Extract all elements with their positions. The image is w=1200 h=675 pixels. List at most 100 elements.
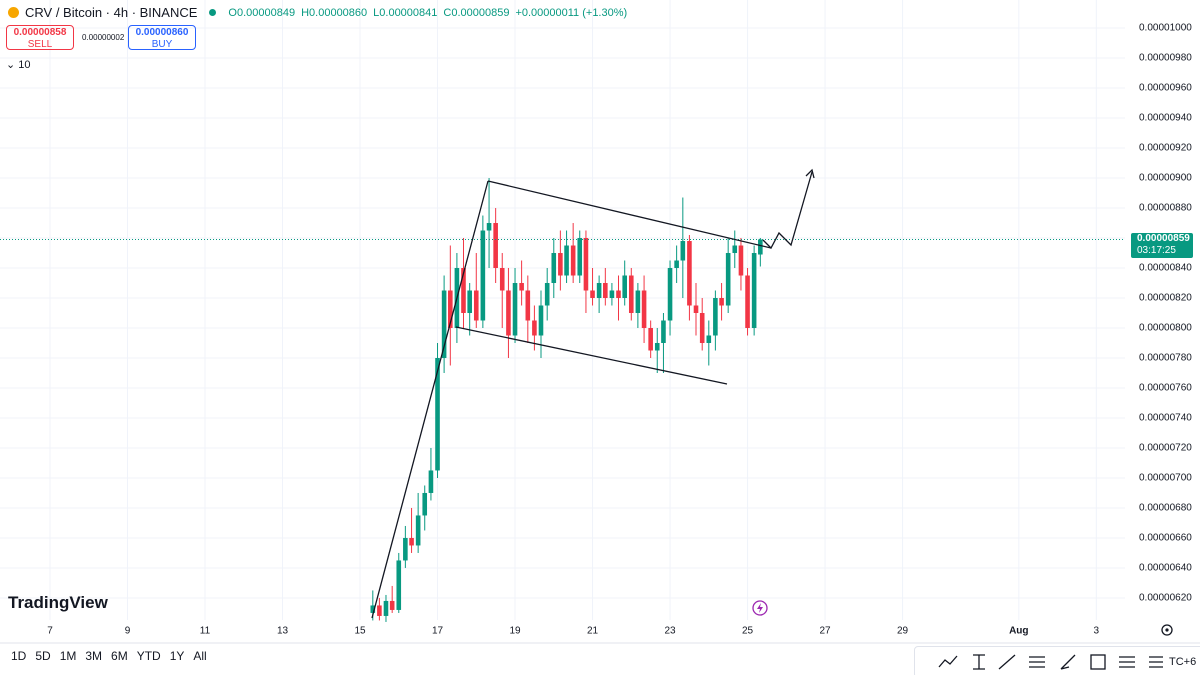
y-tick-label: 0.00000840 xyxy=(1139,263,1192,274)
candle-body xyxy=(538,305,544,336)
y-tick-label: 0.00000920 xyxy=(1139,143,1192,154)
timeframe-button[interactable]: 3M xyxy=(85,649,103,663)
candle-body xyxy=(648,327,653,351)
candle-body xyxy=(603,283,608,299)
candle-body xyxy=(499,268,505,291)
projection-arrowhead xyxy=(805,168,815,179)
tool-icon[interactable] xyxy=(1090,654,1106,670)
candle-body xyxy=(738,245,744,276)
buy-label: BUY xyxy=(151,39,173,50)
ohlc-open: O0.00000849 xyxy=(228,6,296,19)
tool-icons: TC+6 xyxy=(938,654,1196,670)
candle-body xyxy=(609,290,615,299)
candle-body xyxy=(396,560,402,610)
x-tick-label: 21 xyxy=(587,626,599,637)
indicator-value: 10 xyxy=(18,59,31,71)
candle-body xyxy=(680,241,686,261)
tool-icon[interactable] xyxy=(973,654,985,670)
timeframe-button[interactable]: All xyxy=(193,649,207,663)
sell-button[interactable]: 0.00000858 SELL xyxy=(6,25,74,50)
ohlc-high: H0.00000860 xyxy=(301,6,368,19)
timeframe-button[interactable]: 6M xyxy=(111,649,128,663)
candle-body xyxy=(616,290,621,299)
symbol-icon xyxy=(8,7,19,18)
timeframe-button[interactable]: 1Y xyxy=(169,649,185,663)
indicator-toggle[interactable]: ⌄ 10 xyxy=(6,59,31,71)
tool-icon[interactable] xyxy=(938,655,958,668)
ohlc-low: L0.00000841 xyxy=(373,6,438,19)
symbol: CRV / Bitcoin · 4h · BINANCE xyxy=(25,5,198,20)
tool-icon[interactable] xyxy=(1119,656,1135,668)
timeframe-button[interactable]: 1D xyxy=(11,649,27,663)
y-tick-label: 0.00000800 xyxy=(1139,323,1192,334)
tool-icon[interactable] xyxy=(1149,656,1163,668)
candle-body xyxy=(551,253,557,284)
candle-body xyxy=(725,253,731,306)
candle-body xyxy=(674,260,679,269)
candle-body xyxy=(687,241,692,306)
candle-body xyxy=(409,537,414,546)
timeframe-button[interactable]: YTD xyxy=(136,649,161,663)
drawing-tools: TC+6 xyxy=(914,646,1200,675)
x-tick-label: 27 xyxy=(819,626,831,637)
candle-body xyxy=(448,290,453,328)
x-tick-label: 3 xyxy=(1094,626,1100,637)
y-tick-label: 0.00000680 xyxy=(1139,503,1192,514)
candle-body xyxy=(564,245,569,276)
timezone: TC+6 xyxy=(1169,656,1196,668)
candle-body xyxy=(706,335,712,343)
candle-body xyxy=(654,342,660,351)
candle-body xyxy=(558,253,563,276)
settings-icon xyxy=(1161,624,1173,636)
price-tag: 0.00000859 03:17:25 xyxy=(1131,232,1193,258)
x-tick-label: Aug xyxy=(1009,626,1028,637)
candle-body xyxy=(622,275,627,299)
candle-body xyxy=(596,283,602,299)
spread: 0.00000002 xyxy=(82,33,125,42)
candle-body xyxy=(480,230,486,321)
timeframe-button[interactable]: 5D xyxy=(35,649,51,663)
flag-lower-line xyxy=(455,326,728,385)
tool-icon[interactable] xyxy=(1029,656,1045,668)
candle-body xyxy=(461,268,466,313)
candle-body xyxy=(758,239,763,255)
y-tick-label: 0.00000760 xyxy=(1139,383,1192,394)
y-tick-label: 0.00000940 xyxy=(1139,113,1192,124)
candle-body xyxy=(506,290,511,336)
x-tick-label: 19 xyxy=(509,626,521,637)
buy-price: 0.00000860 xyxy=(135,27,189,38)
grid xyxy=(0,0,1125,620)
trend-line xyxy=(371,180,489,619)
tool-icon[interactable] xyxy=(1060,654,1076,670)
y-tick-label: 0.00000700 xyxy=(1139,473,1192,484)
candle-body xyxy=(699,312,705,343)
y-tick-label: 0.00000900 xyxy=(1139,173,1192,184)
y-tick-label: 0.00001000 xyxy=(1139,23,1192,34)
timeframes: 1D 5D 1M 3M 6M YTD 1Y All xyxy=(11,649,207,663)
candle-body xyxy=(641,290,647,328)
drawings xyxy=(371,168,815,619)
y-tick-label: 0.00000980 xyxy=(1139,53,1192,64)
x-tick-label: 25 xyxy=(742,626,754,637)
timeframe-button[interactable]: 1M xyxy=(59,649,77,663)
candle-body xyxy=(525,290,531,321)
logo: TradingView xyxy=(8,593,108,612)
x-tick-label: 9 xyxy=(125,626,131,637)
candle-body xyxy=(519,283,524,291)
tool-icon[interactable] xyxy=(998,654,1016,670)
candle-body xyxy=(512,283,518,336)
header: CRV / Bitcoin · 4h · BINANCE O0.00000849… xyxy=(8,5,627,20)
lightning-icon xyxy=(752,600,768,616)
candle-body xyxy=(486,223,492,231)
candle-body xyxy=(532,320,537,336)
y-tick-label: 0.00000880 xyxy=(1139,203,1192,214)
x-tick-label: 17 xyxy=(432,626,444,637)
buy-button[interactable]: 0.00000860 BUY xyxy=(128,25,196,50)
candle-body xyxy=(590,290,595,299)
y-tick-label: 0.00000720 xyxy=(1139,443,1192,454)
candle-body xyxy=(473,290,479,321)
candle-body xyxy=(628,275,634,313)
candle-body xyxy=(441,290,447,358)
ohlc-change: +0.00000011 (+1.30%) xyxy=(515,6,628,19)
candle-body xyxy=(693,305,699,313)
